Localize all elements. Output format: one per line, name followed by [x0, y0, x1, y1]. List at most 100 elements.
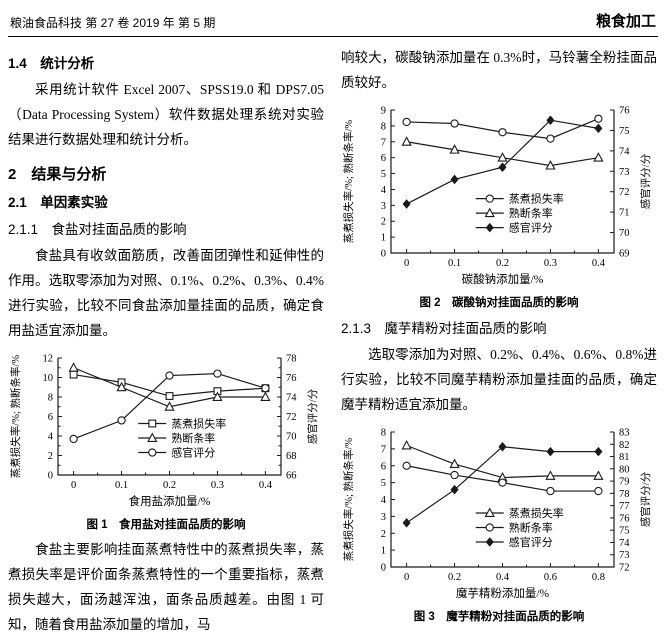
- heading-2-1-1: 2.1.1 食盐对挂面品质的影响: [8, 222, 187, 237]
- svg-text:70: 70: [619, 228, 630, 239]
- svg-text:0: 0: [381, 249, 386, 260]
- svg-text:魔芋精粉添加量/%: 魔芋精粉添加量/%: [456, 586, 550, 600]
- svg-text:75: 75: [619, 526, 630, 537]
- svg-text:0: 0: [71, 480, 76, 491]
- svg-text:感官评分: 感官评分: [509, 535, 553, 549]
- svg-text:1: 1: [381, 233, 386, 244]
- page-header: 粮油食品科技 第 27 卷 2019 年 第 5 期 粮食加工: [8, 8, 658, 37]
- svg-text:7: 7: [381, 137, 386, 148]
- svg-text:77: 77: [619, 501, 630, 512]
- svg-text:78: 78: [286, 354, 297, 365]
- svg-text:82: 82: [619, 440, 630, 451]
- svg-text:3: 3: [381, 512, 386, 523]
- svg-text:8: 8: [48, 393, 53, 404]
- svg-text:0: 0: [404, 258, 409, 269]
- svg-text:感官评分/分: 感官评分/分: [639, 471, 652, 527]
- figure-3-caption: 图 3 魔芋精粉对挂面品质的影响: [413, 611, 585, 623]
- svg-text:12: 12: [43, 354, 54, 365]
- svg-text:7: 7: [381, 444, 386, 455]
- svg-text:6: 6: [381, 461, 386, 472]
- svg-text:0.6: 0.6: [544, 572, 557, 583]
- svg-text:0.1: 0.1: [115, 480, 128, 491]
- paragraph-sodium-carbonate-conclusion: 响较大，碳酸钠添加量在 0.3%时，马铃薯全粉挂面品质较好。: [341, 50, 657, 90]
- left-column: 1.4 统计分析 采用统计软件 Excel 2007、SPSS19.0 和 DP…: [8, 45, 324, 637]
- svg-text:74: 74: [286, 393, 297, 404]
- svg-text:9: 9: [381, 106, 386, 117]
- svg-text:碳酸钠添加量/%: 碳酸钠添加量/%: [462, 272, 544, 286]
- svg-text:76: 76: [619, 106, 630, 117]
- svg-text:熟断条率: 熟断条率: [509, 206, 553, 220]
- svg-text:蒸煮损失率/%; 熟断条率/%: 蒸煮损失率/%; 熟断条率/%: [342, 120, 355, 244]
- heading-2: 2 结果与分析: [8, 166, 107, 183]
- svg-text:蒸煮损失率: 蒸煮损失率: [171, 416, 226, 430]
- figure-1: 0 2 4 6 8 10 12 66 68 70 72 74 76 78 0 0.1 0.2 0.3 0.4 食用盐添…: [8, 349, 324, 532]
- svg-text:74: 74: [619, 146, 630, 157]
- svg-text:0: 0: [381, 563, 386, 574]
- svg-text:2: 2: [48, 451, 53, 462]
- svg-text:0.8: 0.8: [592, 572, 605, 583]
- svg-text:感官评分: 感官评分: [509, 220, 553, 234]
- svg-text:81: 81: [619, 452, 630, 463]
- svg-text:72: 72: [619, 563, 630, 574]
- svg-text:71: 71: [619, 208, 630, 219]
- svg-text:感官评分/分: 感官评分/分: [306, 388, 319, 444]
- paragraph-salt-intro: 食盐具有收敛面筋质，改善面团弹性和延伸性的作用。选取零添加为对照、0.1%、0.…: [8, 248, 324, 338]
- svg-text:10: 10: [43, 373, 54, 384]
- heading-2-1-3: 2.1.3 魔芋精粉对挂面品质的影响: [341, 321, 547, 336]
- svg-text:0.2: 0.2: [496, 258, 509, 269]
- svg-text:72: 72: [286, 412, 297, 423]
- svg-text:8: 8: [381, 121, 386, 132]
- svg-text:蒸煮损失率/%; 熟断条率/%: 蒸煮损失率/%; 熟断条率/%: [9, 355, 22, 479]
- svg-text:74: 74: [619, 538, 630, 549]
- svg-text:0.4: 0.4: [259, 480, 273, 491]
- svg-text:4: 4: [381, 495, 387, 506]
- svg-text:4: 4: [48, 432, 54, 443]
- svg-text:68: 68: [286, 451, 297, 462]
- svg-text:70: 70: [286, 432, 297, 443]
- svg-text:66: 66: [286, 471, 297, 482]
- figure-3: 0 1 2 3 4 5 6 7 8 72 73 74 75 76 77 78 79 80 81 82 83 0 0.2 0.4…: [341, 423, 657, 624]
- svg-text:0.2: 0.2: [163, 480, 176, 491]
- svg-text:蒸煮损失率: 蒸煮损失率: [509, 506, 564, 520]
- svg-text:76: 76: [286, 373, 297, 384]
- figure-2-caption: 图 2 碳酸钠对挂面品质的影响: [419, 297, 579, 309]
- svg-text:蒸煮损失率: 蒸煮损失率: [509, 191, 564, 205]
- paragraph-after-figure-1: 食盐主要影响挂面蒸煮特性中的蒸煮损失率，蒸煮损失率是评价面条蒸煮特性的一个重要指…: [8, 542, 324, 632]
- figure-1-caption: 图 1 食用盐对挂面品质的影响: [86, 519, 246, 531]
- svg-text:0.3: 0.3: [544, 258, 557, 269]
- svg-text:2: 2: [381, 529, 386, 540]
- svg-text:75: 75: [619, 126, 630, 137]
- journal-issue-info: 粮油食品科技 第 27 卷 2019 年 第 5 期: [10, 16, 216, 30]
- svg-text:1: 1: [381, 546, 386, 557]
- svg-text:0.4: 0.4: [592, 258, 606, 269]
- svg-text:0.3: 0.3: [211, 480, 224, 491]
- right-column: 响较大，碳酸钠添加量在 0.3%时，马铃薯全粉挂面品质较好。 0 1 2 3 4 5 6 7 8…: [341, 45, 657, 637]
- heading-2-1: 2.1 单因素实验: [8, 195, 108, 210]
- svg-text:69: 69: [619, 249, 630, 260]
- svg-text:72: 72: [619, 187, 630, 198]
- svg-text:5: 5: [381, 478, 386, 489]
- svg-text:感官评分: 感官评分: [171, 445, 215, 459]
- svg-text:0.4: 0.4: [496, 572, 510, 583]
- svg-text:5: 5: [381, 169, 386, 180]
- figure-2-line-chart: 0 1 2 3 4 5 6 7 8 9 69 70 71 72 73 74 75 76 0 0.1 0.2 0.3 0.4 碳…: [342, 106, 652, 287]
- svg-text:76: 76: [619, 513, 630, 524]
- svg-text:80: 80: [619, 464, 630, 475]
- paragraph-konjac-intro: 选取零添加为对照、0.2%、0.4%、0.6%、0.8%进行实验，比较不同魔芋精…: [341, 347, 657, 412]
- svg-text:73: 73: [619, 167, 630, 178]
- paragraph-statistics: 采用统计软件 Excel 2007、SPSS19.0 和 DPS7.05（Dat…: [8, 82, 324, 147]
- svg-text:熟断条率: 熟断条率: [509, 520, 553, 534]
- svg-text:79: 79: [619, 477, 630, 488]
- svg-text:4: 4: [381, 185, 387, 196]
- two-column-layout: 1.4 统计分析 采用统计软件 Excel 2007、SPSS19.0 和 DP…: [8, 45, 658, 637]
- svg-text:73: 73: [619, 550, 630, 561]
- heading-1-4: 1.4 统计分析: [8, 56, 95, 71]
- svg-text:3: 3: [381, 201, 386, 212]
- section-banner: 粮食加工: [595, 13, 656, 30]
- svg-text:蒸煮损失率/%; 熟断条率/%: 蒸煮损失率/%; 熟断条率/%: [342, 438, 355, 562]
- svg-text:6: 6: [48, 412, 53, 423]
- svg-text:0.1: 0.1: [448, 258, 461, 269]
